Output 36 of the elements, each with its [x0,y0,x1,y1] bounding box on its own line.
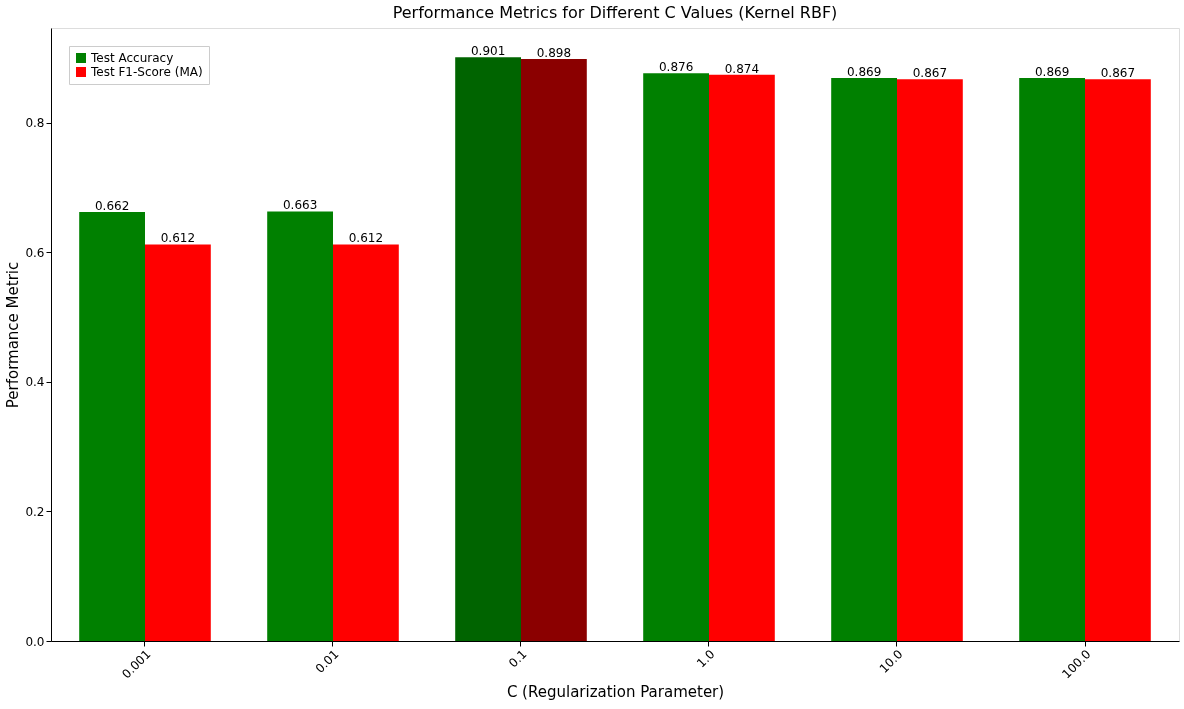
bar [455,57,521,641]
bar [643,73,709,641]
x-tick-label: 1.0 [694,647,718,671]
legend-label: Test Accuracy [90,51,174,65]
bar [831,77,897,641]
data-label: 0.901 [470,44,506,59]
data-label: 0.663 [282,198,318,213]
x-axis-title: C (Regularization Parameter) [506,682,725,701]
bar [897,79,963,641]
data-label: 0.898 [536,46,572,61]
bar [521,59,587,641]
data-label: 0.869 [1034,64,1070,79]
bar [79,212,145,641]
y-axis-title: Performance Metric [4,261,23,409]
data-label: 0.612 [348,231,384,246]
bar [1085,79,1151,641]
chart-title: Performance Metrics for Different C Values (Kernel RBF) [392,3,838,23]
x-tick-label: 0.1 [506,647,530,671]
data-label: 0.867 [912,66,948,81]
y-tick-label: 0.0 [25,634,45,649]
data-label: 0.612 [160,231,196,246]
bar [333,244,399,641]
y-tick-label: 0.8 [25,116,45,131]
y-tick-label: 0.4 [25,375,45,390]
y-tick-label: 0.6 [25,245,45,260]
data-label: 0.867 [1100,66,1136,81]
bar [709,74,775,641]
bar [267,211,333,641]
y-tick-label: 0.2 [25,504,45,519]
legend-label: Test F1-Score (MA) [90,65,203,79]
data-label: 0.874 [724,61,760,76]
bar [145,244,211,641]
data-label: 0.876 [658,60,694,75]
data-label: 0.869 [846,64,882,79]
bar [1019,77,1085,641]
data-label: 0.662 [94,199,130,214]
